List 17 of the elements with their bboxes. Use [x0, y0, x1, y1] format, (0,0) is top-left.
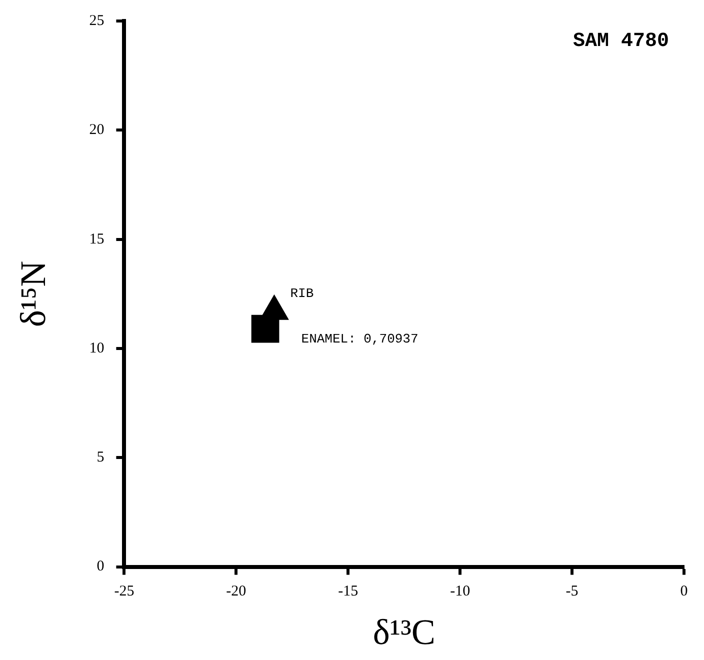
- x-tick-label: -15: [338, 584, 358, 600]
- y-tick-label: 25: [89, 12, 104, 29]
- y-tick-label: 20: [89, 122, 104, 138]
- annotation: RIB: [290, 286, 314, 301]
- x-tick-label: 0: [680, 584, 688, 600]
- y-axis-title: δ¹⁵N: [13, 260, 54, 328]
- y-tick-label: 10: [89, 340, 104, 356]
- x-tick-label: -5: [566, 584, 578, 600]
- y-tick-label: 0: [96, 558, 104, 575]
- x-tick-label: -25: [114, 584, 134, 600]
- annotation: ENAMEL: 0,70937: [301, 331, 418, 346]
- y-tick-label: 5: [96, 450, 104, 466]
- x-tick-label: -10: [450, 584, 470, 600]
- y-tick-label: 15: [89, 231, 104, 248]
- x-tick-label: -20: [226, 584, 246, 600]
- text: SAM 4780: [572, 30, 669, 54]
- x-axis-title: δ¹³C: [372, 612, 436, 652]
